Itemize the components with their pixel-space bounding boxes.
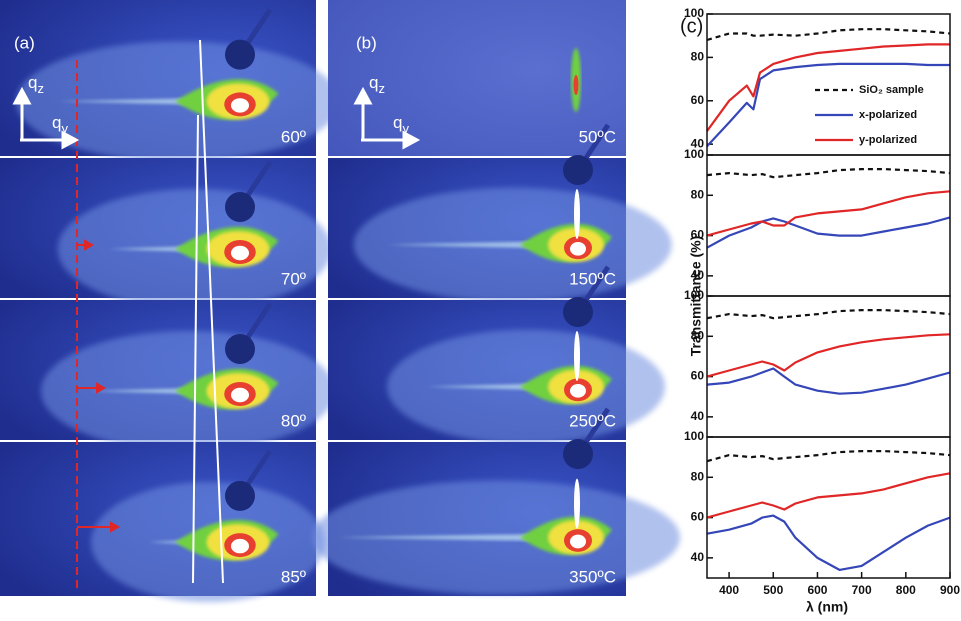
white [570, 383, 586, 398]
row-label: 80º [281, 411, 306, 430]
beam-stop [225, 192, 255, 222]
red [573, 75, 579, 95]
panel-label: (b) [356, 33, 377, 52]
y-tick-label: 80 [691, 50, 705, 64]
series-line [706, 333, 951, 378]
row-label: 250ºC [569, 411, 616, 430]
y-tick-label: 80 [691, 187, 705, 201]
row-label: 70º [281, 269, 306, 288]
panel-label: (c) [680, 15, 703, 37]
beam-stop [225, 480, 255, 511]
row-label: 350ºC [569, 567, 616, 586]
white-column [574, 478, 580, 529]
guide-line [192, 114, 199, 584]
series-line [706, 216, 951, 249]
beam-stop [563, 155, 593, 185]
legend-label: x-polarized [859, 109, 917, 121]
series-line [706, 472, 951, 519]
series-line [706, 450, 951, 463]
row-label: 85º [281, 567, 306, 586]
axis-label: qz [28, 73, 44, 96]
y-tick-label: 80 [691, 469, 705, 483]
legend-label: y-polarized [859, 134, 917, 146]
plot-frame [706, 436, 951, 579]
white [231, 98, 249, 113]
scattering-images [0, 0, 680, 603]
y-tick-label: 60 [691, 510, 705, 524]
y-tick-label: 100 [684, 288, 704, 302]
y-tick-label: 40 [691, 550, 705, 564]
red-arrows [77, 239, 121, 533]
y-tick-label: 60 [691, 369, 705, 383]
axis-arrows [12, 86, 421, 150]
white [231, 538, 249, 554]
white-column [574, 189, 580, 239]
y-tick-label: 40 [691, 268, 705, 282]
y-tick-label: 100 [684, 6, 704, 20]
y-tick-label: 100 [684, 429, 704, 443]
row-label: 150ºC [569, 269, 616, 288]
y-tick-label: 40 [691, 409, 705, 423]
axis-label: qy [52, 113, 68, 136]
row-label: 60º [281, 127, 306, 146]
series-line [706, 62, 950, 148]
y-tick-label: 40 [691, 136, 705, 150]
y-tick-label: 60 [691, 93, 705, 107]
series-line [706, 190, 951, 237]
streak [336, 533, 576, 542]
x-tick-label: 400 [719, 583, 739, 597]
x-tick-label: 900 [940, 583, 960, 597]
beam-stop [563, 439, 593, 469]
y-tick-label: 80 [691, 328, 705, 342]
axis-label: qz [369, 73, 385, 96]
x-tick-label: 600 [807, 583, 827, 597]
white [570, 241, 586, 256]
axis-label: qy [393, 113, 409, 136]
x-tick-label: 500 [763, 583, 783, 597]
series-line [706, 28, 951, 42]
white [570, 534, 586, 549]
y-axis-label: Transmittance (%) [688, 236, 704, 357]
beam-stop [225, 334, 255, 364]
series-line [706, 367, 951, 395]
y-tick-label: 100 [684, 147, 704, 161]
white [231, 387, 249, 403]
series-line [706, 514, 951, 571]
legend-label: SiO₂ sample [859, 84, 924, 96]
white [231, 245, 249, 261]
x-axis-label: λ (nm) [806, 599, 848, 615]
series-line [706, 168, 951, 179]
x-tick-label: 700 [852, 583, 872, 597]
beam-stop [563, 297, 593, 327]
white-column [574, 331, 580, 381]
series-line [706, 43, 950, 132]
guide-line [199, 39, 224, 584]
beam-stop [225, 39, 255, 70]
row-label: 50ºC [579, 127, 616, 146]
panel-label: (a) [14, 33, 35, 52]
series-line [706, 309, 951, 320]
y-tick-label: 60 [691, 228, 705, 242]
x-tick-label: 800 [896, 583, 916, 597]
